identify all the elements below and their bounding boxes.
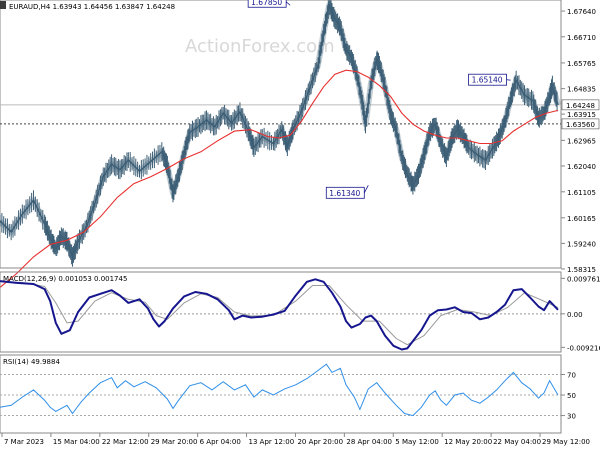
rsi-y-tick-label: 30 [567, 413, 576, 421]
macd-y-tick-label: 0.00 [567, 311, 583, 319]
main-y-tick-label: 1.66710 [567, 34, 596, 42]
rsi-series [0, 363, 559, 417]
main-y-tick-label: 1.58315 [567, 266, 596, 274]
macd-y-tick-label: 0.009761 [567, 275, 600, 283]
x-tick-label: 7 Mar 2023 [4, 438, 44, 446]
x-tick-label: 5 May 12:00 [395, 438, 439, 446]
macd-y-tick-label: -0.009216 [567, 344, 600, 352]
annotation-label: 1.61340 [329, 189, 360, 198]
x-tick-label: 15 Mar 04:00 [53, 438, 100, 446]
macd-line [0, 278, 559, 351]
annotation-label: 1.65140 [472, 76, 503, 85]
support-price-label: 1.63560 [566, 121, 595, 129]
x-tick-label: 22 Mar 12:00 [102, 438, 149, 446]
main-y-tick-label: 1.63915 [567, 111, 596, 119]
watermark: ActionForex.com [185, 36, 335, 57]
x-tick-label: 13 Apr 12:00 [249, 438, 295, 446]
main-price-axis: 1.67640 1.66710 1.65765 1.64835 1.63915 1.629… [0, 8, 600, 274]
main-y-tick-label: 1.62965 [567, 137, 596, 145]
rsi-y-tick-label: 70 [567, 372, 576, 380]
x-tick-label: 12 May 20:00 [444, 438, 492, 446]
main-y-tick-label: 1.59240 [567, 240, 596, 248]
main-y-tick-label: 1.60165 [567, 215, 596, 223]
rsi-label: RSI(14) 49.9884 [3, 358, 60, 366]
main-price-series [0, 0, 561, 288]
rsi-y-tick-label: 50 [567, 392, 576, 400]
support-price-box [561, 118, 600, 130]
main-y-tick-label: 1.62040 [567, 163, 596, 171]
annotation-leader [363, 185, 369, 193]
rsi-frame [0, 354, 562, 434]
rsi-axis: 70 50 30 [0, 372, 576, 421]
main-y-tick-label: 1.65765 [567, 60, 596, 68]
macd-axis: 0.009761 0.00 -0.009216 [0, 275, 600, 352]
annotation-leader [285, 1, 291, 6]
annotation-label: 1.67850 [251, 0, 282, 7]
x-tick-label: 22 May 04:00 [493, 438, 541, 446]
rsi-line [0, 363, 559, 417]
last-price-label: 1.64248 [566, 102, 595, 110]
title-marker [0, 1, 6, 9]
annotation-leader [506, 79, 511, 81]
macd-label: MACD(12,26,9) 0.001053 0.001745 [3, 275, 127, 283]
main-title: EURAUD,H4 1.63943 1.64456 1.63847 1.6424… [9, 3, 175, 11]
x-tick-label: 29 Mar 20:00 [151, 438, 198, 446]
macd-frame [0, 271, 562, 353]
time-axis: 7 Mar 2023 15 Mar 04:00 22 Mar 12:00 29 Mar… [1, 433, 590, 446]
main-y-tick-label: 1.61105 [567, 189, 596, 197]
x-tick-label: 20 Apr 20:00 [297, 438, 343, 446]
main-pane: ActionForex.com 1.676401.667101.657651.6… [0, 0, 600, 288]
moving-average-line [0, 69, 559, 288]
main-frame [0, 0, 562, 269]
x-tick-label: 29 May 12:00 [542, 438, 590, 446]
rsi-pane: 70 50 30 RSI(14) 49.9884 [0, 354, 576, 434]
macd-series [0, 278, 559, 351]
macd-pane: 0.009761 0.00 -0.009216 MACD(12,26,9) 0.00… [0, 271, 600, 353]
last-price-box [561, 99, 600, 111]
x-tick-label: 6 Apr 04:00 [200, 438, 241, 446]
x-tick-label: 28 Apr 04:00 [346, 438, 392, 446]
main-y-tick-label: 1.67640 [567, 8, 596, 16]
price-annotations: 1.67850 1.61340 1.65140 [247, 0, 511, 199]
main-y-tick-label: 1.64835 [567, 86, 596, 94]
